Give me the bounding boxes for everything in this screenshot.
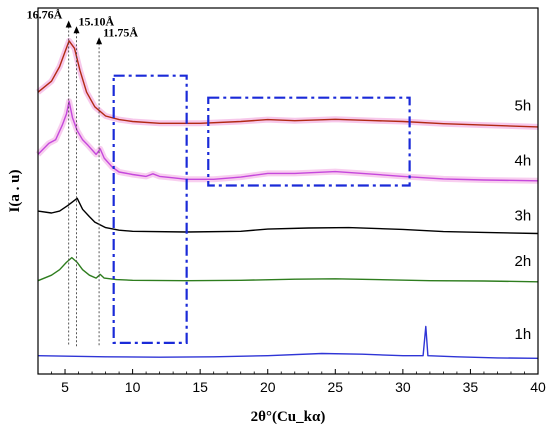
series-label-1h: 1h (515, 326, 532, 343)
highlight-box-layer (112, 74, 411, 344)
series-label-layer: 5h 4h 3h 2h 1h (515, 97, 532, 343)
series-layer (37, 40, 539, 359)
x-tick-label: 20 (260, 379, 276, 395)
series-line-2h (37, 256, 539, 283)
x-tick-label: 10 (125, 379, 141, 395)
series-line-4h (37, 100, 539, 182)
x-tick-label: 25 (328, 379, 344, 395)
series-label-3h: 3h (515, 207, 532, 224)
series-line-1h (37, 325, 539, 359)
series-label-5h: 5h (515, 97, 532, 114)
y-axis-title: I(a . u) (7, 170, 23, 213)
series-label-4h: 4h (515, 152, 532, 169)
peak-label: 15.10Å (79, 14, 115, 28)
peak-guide-layer (65, 20, 103, 347)
series-line-3h (37, 197, 539, 235)
peak-label: 11.75Å (103, 25, 138, 39)
series-label-2h: 2h (515, 253, 532, 270)
x-tick-label: 30 (395, 379, 411, 395)
plot-frame (37, 7, 539, 375)
peak-arrowhead (65, 20, 72, 28)
peak-arrowhead (96, 37, 103, 45)
peak-arrowhead (73, 26, 80, 34)
x-tick-label: 35 (463, 379, 479, 395)
x-tick-label: 5 (61, 379, 69, 395)
peak-label: 16.76Å (27, 7, 63, 21)
highlight-box (112, 74, 188, 344)
highlight-box (207, 96, 411, 187)
x-tick-label: 40 (530, 379, 546, 395)
x-axis-title: 2θ°(Cu_kα) (251, 409, 326, 425)
x-tick-label: 15 (192, 379, 208, 395)
series-line-5h (37, 40, 539, 128)
x-axis: 5 10 15 20 25 30 35 40 (51, 369, 546, 395)
